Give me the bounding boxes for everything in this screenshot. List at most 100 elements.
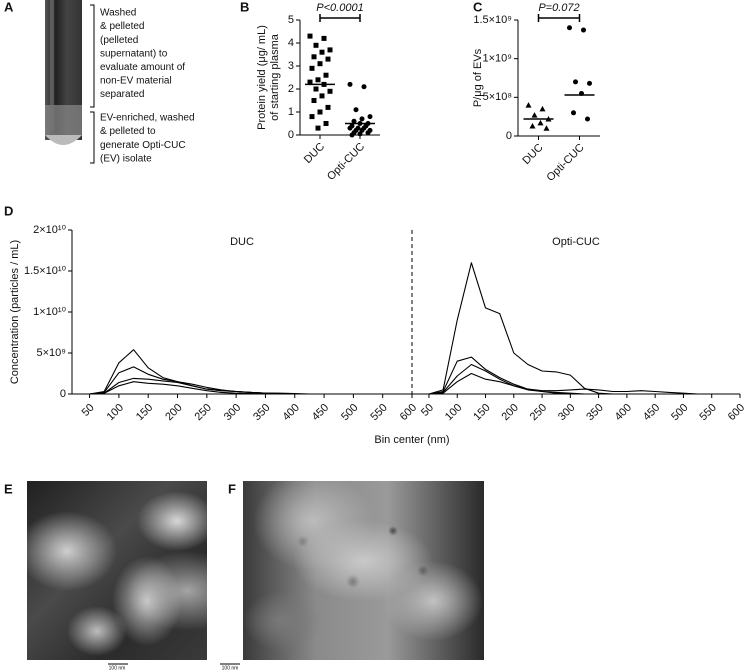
annotation-line: separated <box>100 89 144 100</box>
y-axis-title: Protein yield (μg/ mL) <box>256 25 268 130</box>
x-tick-label: 200 <box>500 402 521 423</box>
x-tick-label: 500 <box>339 402 360 423</box>
data-point <box>317 61 323 67</box>
x-tick-label: 500 <box>669 402 690 423</box>
data-point <box>311 54 317 60</box>
y-tick-label: 3 <box>288 60 294 72</box>
data-point <box>585 116 590 122</box>
annotation-line: non-EV material <box>100 76 172 87</box>
x-tick-label: 600 <box>726 402 747 423</box>
data-line <box>89 349 412 395</box>
y-tick-label: 2×10¹⁰ <box>33 224 66 236</box>
data-point <box>347 81 353 87</box>
data-point <box>573 79 578 85</box>
x-tick-label: 400 <box>613 402 634 423</box>
annotation-line: EV-enriched, washed <box>100 113 195 124</box>
x-tick-label: 550 <box>368 402 389 423</box>
p-value: P<0.0001 <box>316 2 363 14</box>
x-tick-label: DUC <box>520 142 545 167</box>
data-point <box>529 122 536 129</box>
data-point <box>365 130 371 136</box>
annotation-line: evaluate amount of <box>100 62 185 73</box>
data-point <box>325 56 331 62</box>
panel-label: A <box>4 0 14 14</box>
x-tick-label: 400 <box>280 402 301 423</box>
data-point <box>349 132 355 138</box>
data-line <box>89 366 412 395</box>
x-tick-label: Opti-CUC <box>544 142 586 184</box>
x-tick-label: DUC <box>302 141 327 166</box>
y-tick-label: 5×10⁹ <box>37 347 67 359</box>
x-tick-label: 100 <box>105 402 126 423</box>
y-tick-label: 0 <box>288 129 294 141</box>
data-point <box>309 65 315 71</box>
data-point <box>313 42 319 48</box>
data-point <box>357 131 363 137</box>
data-point <box>359 116 365 122</box>
y-tick-label: 5×10⁸ <box>483 91 512 103</box>
annotation-line: (pelleted <box>100 35 138 46</box>
y-tick-label: 1 <box>288 106 294 118</box>
panel-label: C <box>473 0 483 14</box>
data-point <box>323 72 329 78</box>
x-tick-label: 350 <box>584 402 605 423</box>
x-tick-label: 350 <box>251 402 272 423</box>
data-line <box>428 262 740 395</box>
data-point <box>567 25 572 31</box>
annotation-line: (EV) isolate <box>100 153 152 164</box>
data-point <box>319 49 325 55</box>
micrograph <box>27 481 207 660</box>
annotation-line: & pelleted to <box>100 126 156 137</box>
data-point <box>587 80 592 86</box>
y-tick-label: 1.5×10⁹ <box>473 14 512 26</box>
y-tick-label: 1×10⁹ <box>483 53 513 65</box>
y-axis-title: of starting plasma <box>269 33 281 121</box>
data-point <box>581 27 586 33</box>
data-point <box>325 104 331 110</box>
significance-bracket <box>319 14 361 22</box>
x-tick-label: 50 <box>419 402 436 419</box>
x-tick-label: 550 <box>697 402 718 423</box>
p-value: P=0.072 <box>538 2 579 14</box>
y-tick-label: 1.5×10¹⁰ <box>24 265 67 277</box>
data-point <box>353 107 359 113</box>
data-point <box>307 79 313 85</box>
x-tick-label: Opti-CUC <box>325 141 367 183</box>
scale-label: 100 nm <box>222 665 239 671</box>
data-point <box>361 84 367 90</box>
data-point <box>327 47 333 53</box>
x-tick-label: 250 <box>528 402 549 423</box>
x-tick-label: 300 <box>556 402 577 423</box>
micrograph <box>243 481 484 660</box>
data-point <box>327 88 333 94</box>
y-tick-label: 0 <box>60 388 66 400</box>
y-tick-label: 0 <box>506 130 512 142</box>
data-line <box>89 377 412 395</box>
x-tick-label: 150 <box>134 402 155 423</box>
data-point <box>315 77 321 83</box>
data-line <box>89 381 412 395</box>
x-tick-label: 50 <box>80 402 97 419</box>
y-tick-label: 1×10¹⁰ <box>33 306 66 318</box>
y-axis-title: Concentration (particles / mL) <box>9 240 21 384</box>
data-point <box>309 114 315 120</box>
y-tick-label: 5 <box>288 14 294 26</box>
panel-title: Opti-CUC <box>552 236 600 248</box>
x-axis-title: Bin center (nm) <box>374 434 449 446</box>
data-point <box>319 93 325 99</box>
bracket <box>90 4 95 164</box>
panel-label: E <box>4 481 13 496</box>
data-point <box>313 86 319 92</box>
annotation-line: Washed <box>100 8 136 19</box>
data-point <box>537 119 544 126</box>
data-point <box>347 125 353 131</box>
data-point <box>315 125 321 131</box>
data-point <box>311 98 317 103</box>
panel-label: F <box>228 481 236 496</box>
panel-title: DUC <box>230 236 254 248</box>
data-point <box>543 125 550 131</box>
scale-label: 100 nm <box>109 665 126 671</box>
x-tick-label: 600 <box>398 402 419 423</box>
